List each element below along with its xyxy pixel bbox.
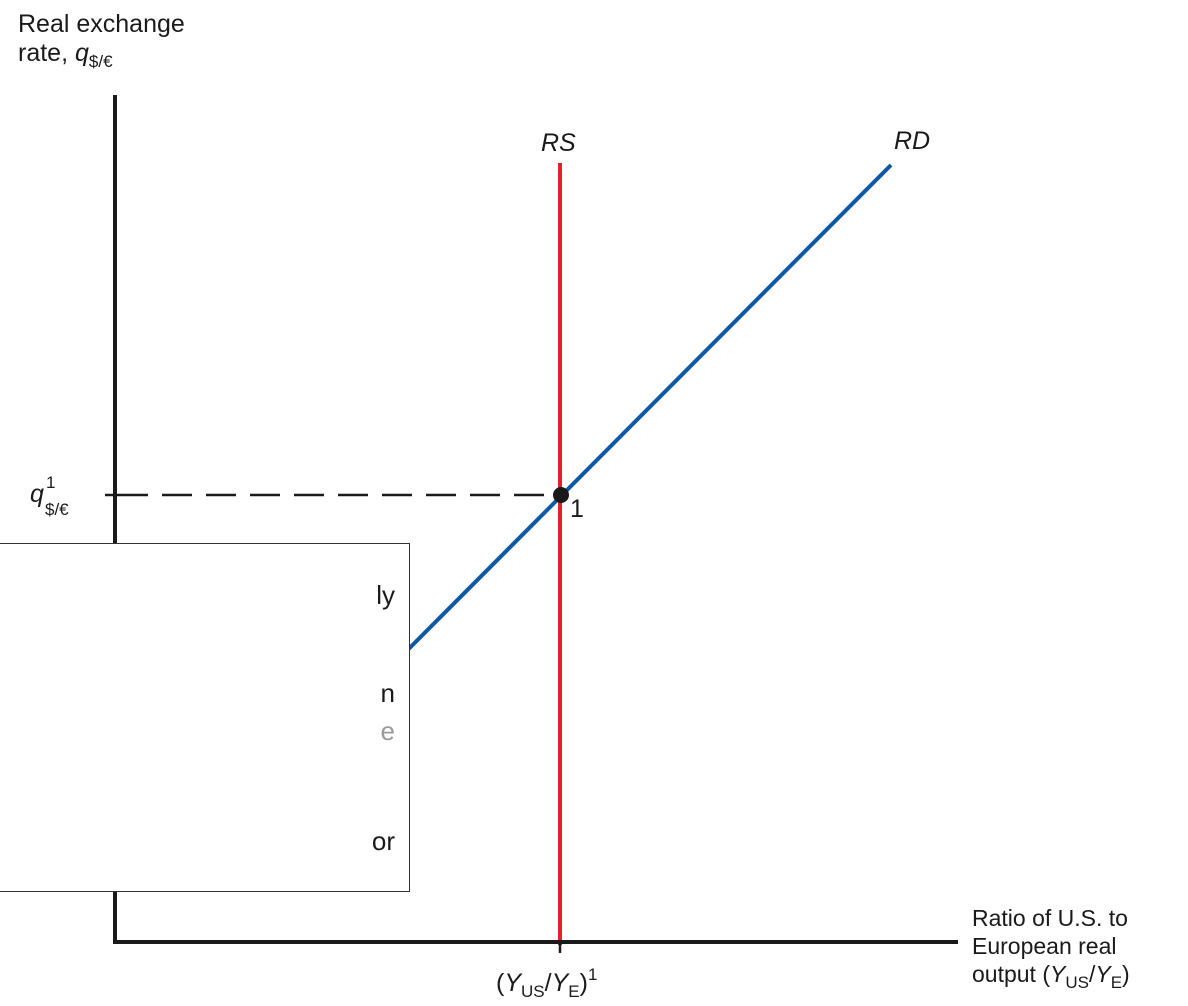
x-tick-y2: Y [551, 969, 569, 997]
y-tick-symbol: q [30, 480, 44, 508]
rd-label: RD [894, 127, 931, 155]
y-axis-title-line1: Real exchange [18, 10, 185, 38]
overlay-text-line: n [380, 678, 395, 708]
x-axis-title-line2: European real [972, 933, 1117, 959]
equilibrium-label: 1 [570, 495, 584, 523]
y-axis-title-prefix: rate, [18, 39, 75, 67]
overlay-text-line: or [371, 826, 395, 856]
y-axis-title-subscript: $/€ [88, 52, 113, 71]
x-tick-sub1: US [521, 982, 545, 1001]
overlay-text-line: ly [376, 580, 395, 610]
y-axis-title-symbol: q [74, 39, 89, 67]
y-tick-superscript: 1 [46, 473, 56, 492]
x-tick-superscript: 1 [587, 965, 598, 984]
x-tick-open: ( [496, 969, 505, 997]
x-tick-y1: Y [504, 969, 522, 997]
overlay-text-box: ly n e or [0, 543, 410, 892]
y-axis-title-line2: rate, q$/€ [18, 39, 185, 76]
x-axis-title: Ratio of U.S. to European real output (Y… [972, 904, 1130, 997]
x-axis-title-sub1: US [1065, 973, 1089, 992]
y-axis-title: Real exchange rate, q$/€ [18, 10, 185, 76]
x-tick-close: ) [579, 969, 588, 997]
x-axis-title-prefix: output ( [972, 961, 1050, 987]
x-axis-title-y1: Y [1050, 961, 1066, 987]
x-axis-title-y2: Y [1095, 961, 1111, 987]
rs-label: RS [541, 129, 576, 157]
x-tick-slash: / [544, 969, 552, 997]
x-axis-title-line1: Ratio of U.S. to [972, 905, 1128, 931]
equilibrium-point [553, 487, 569, 503]
overlay-text-line: e [380, 716, 395, 746]
x-axis-title-suffix: ) [1122, 961, 1130, 987]
x-axis-title-line3: output (YUS/YE) [972, 960, 1130, 997]
x-tick-sub2: E [568, 982, 580, 1001]
x-axis-title-sub2: E [1110, 973, 1123, 992]
x-tick-label: (YUS/YE)1 [496, 960, 597, 1006]
y-tick-subscript: $/€ [45, 500, 69, 519]
x-axis-title-slash: / [1088, 961, 1096, 987]
